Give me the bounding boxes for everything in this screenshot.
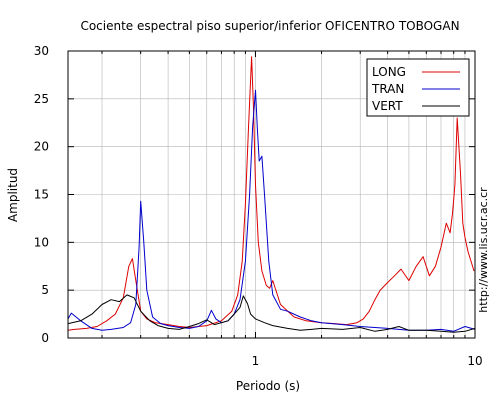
y-tick-label: 30 [34, 44, 49, 58]
x-tick-label: 1 [252, 354, 260, 368]
y-tick-label: 25 [34, 92, 49, 106]
y-tick-label: 5 [41, 283, 49, 297]
x-axis-label: Periodo (s) [236, 379, 300, 393]
source-url: http://www.lis.ucr.ac.cr [477, 187, 490, 313]
legend-label-vert: VERT [372, 99, 403, 113]
legend-label-tran: TRAN [371, 82, 404, 96]
legend-items: LONG TRAN VERT [371, 65, 460, 113]
y-tick-label: 15 [34, 188, 49, 202]
series-line-vert [67, 294, 476, 333]
y-tick-label: 10 [34, 235, 49, 249]
x-tick-label: 10 [467, 354, 482, 368]
series-line-tran [67, 89, 476, 332]
axis-ticks: 0 5 10 15 20 25 30 1 10 [34, 44, 483, 368]
chart-title: Cociente espectral piso superior/inferio… [80, 19, 459, 33]
series-layer [67, 56, 476, 333]
y-axis-label: Amplitud [6, 168, 20, 222]
y-tick-label: 0 [41, 331, 49, 345]
legend-label-long: LONG [372, 65, 406, 79]
legend: LONG TRAN VERT [366, 58, 470, 117]
y-tick-label: 20 [34, 140, 49, 154]
